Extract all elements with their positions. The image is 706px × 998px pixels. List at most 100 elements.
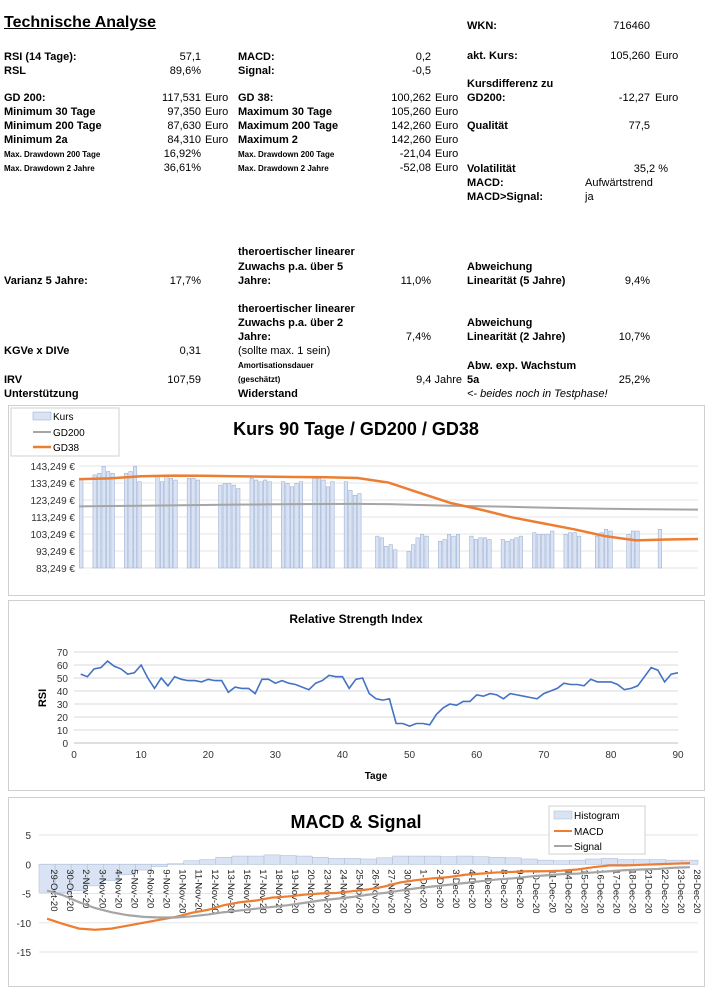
kurs-bar <box>236 488 241 569</box>
unit: Euro <box>435 162 459 174</box>
x-tick-label: 15-Dec-20 <box>578 869 589 913</box>
amort-value: 9,4 Jahre <box>416 374 462 386</box>
unit: Euro <box>435 134 459 146</box>
kurs-bar <box>249 478 254 569</box>
rsi-chart-svg: 0 10 20 30 40 50 60 70 0 10 20 30 40 50 60 70 80 90 Relati… <box>37 612 684 782</box>
kurs-bar <box>92 474 97 569</box>
histogram-bar <box>151 864 168 867</box>
x-tick-label: 7-Dec-20 <box>482 869 493 908</box>
kurs-bar <box>267 481 272 569</box>
kurs-bar <box>159 481 164 569</box>
kurs-bar <box>388 544 393 569</box>
kurs-bar <box>299 481 304 569</box>
macd-label: MACD: <box>238 51 275 63</box>
irv-label: IRV <box>4 374 23 386</box>
x-tick-label: 90 <box>672 750 684 761</box>
kurs-bar <box>487 539 492 569</box>
unterstuetzung-label: Unterstützung <box>4 388 79 400</box>
x-tick-label: 10-Dec-20 <box>530 869 541 913</box>
kurs-chart: 83,249 € 93,249 € 103,249 € 113,249 € 123,24… <box>8 405 705 596</box>
x-tick-label: 0 <box>71 750 77 761</box>
unit: Euro <box>205 92 229 104</box>
abw2-label: Linearität (2 Jahre) <box>467 331 566 343</box>
histogram-bar <box>488 856 506 865</box>
legend-swatch-histogram <box>553 810 573 820</box>
y-tick-label: 10 <box>57 726 69 737</box>
x-tick-label: 20-Nov-20 <box>305 869 316 913</box>
histogram-bar <box>311 856 329 865</box>
x-tick-label: 11-Nov-20 <box>193 869 204 913</box>
kurs-bar <box>604 529 609 569</box>
y-tick-label: 20 <box>57 713 69 724</box>
min2a-label: Minimum 2a <box>4 134 68 146</box>
kgve-label: KGVe x DIVe <box>4 345 70 357</box>
max2-label: Maximum 2 <box>238 134 298 146</box>
histogram-bar <box>231 855 249 865</box>
x-tick-label: 2-Nov-20 <box>80 869 91 908</box>
kurs-bar <box>222 483 227 569</box>
histogram-bar <box>199 859 217 865</box>
kurs-bar <box>635 530 640 569</box>
kurs-bar <box>509 539 514 569</box>
x-tick-label: 23-Dec-20 <box>675 869 686 913</box>
histogram-bar <box>520 858 538 865</box>
kurs-bar <box>379 537 384 569</box>
kurs-bar <box>577 535 582 569</box>
kurs-bar <box>97 472 102 569</box>
kurs-value: 105,260 <box>610 50 650 62</box>
kurs-bar <box>572 532 577 569</box>
x-tick-label: 22-Dec-20 <box>659 869 670 913</box>
histogram-bar <box>263 854 281 865</box>
x-tick-label: 10 <box>136 750 148 761</box>
x-tick-label: 9-Dec-20 <box>514 869 525 908</box>
x-tick-label: 16-Nov-20 <box>241 869 252 913</box>
max30-value: 105,260 <box>391 106 431 118</box>
histogram-bar <box>456 855 474 865</box>
abw5-label: Linearität (5 Jahre) <box>467 275 566 287</box>
wkn-value: 716460 <box>613 20 650 32</box>
min2a-value: 84,310 <box>167 134 201 146</box>
kurs-bar <box>164 476 169 569</box>
gd200-label: GD 200: <box>4 92 46 104</box>
y-tick-label: -5 <box>22 890 31 901</box>
min30-label: Minimum 30 Tage <box>4 106 96 118</box>
legend-box <box>10 407 120 457</box>
kurs-bar <box>393 549 398 569</box>
kursdiff-label: GD200: <box>467 92 506 104</box>
abw2-label: Abweichung <box>467 317 533 329</box>
x-tick-label: 17-Nov-20 <box>257 869 268 913</box>
zuwachs5-label: Zuwachs p.a. über 5 <box>238 261 344 273</box>
widerstand-label: Widerstand <box>238 388 298 400</box>
kurs-bar <box>657 529 662 569</box>
y-tick-label: 143,249 € <box>31 462 76 473</box>
unit: Euro <box>655 50 679 62</box>
varianz-value: 17,7% <box>169 275 201 287</box>
dd200-value: 16,92% <box>163 148 201 160</box>
vola-label: Volatilität <box>467 163 516 175</box>
macd-value: 0,2 <box>415 51 431 63</box>
dd2-label: Max. Drawdown 2 Jahre <box>4 164 95 173</box>
kurs-bar <box>473 539 478 569</box>
kurs-bar <box>357 493 362 569</box>
abwexp-label: 5a <box>467 374 480 386</box>
histogram-bar <box>472 856 490 865</box>
x-tick-label: 26-Nov-20 <box>370 869 381 913</box>
y-tick-label: 50 <box>57 674 69 685</box>
kurs-bar <box>168 478 173 569</box>
kurs-bar <box>352 495 357 569</box>
kurs-bar <box>411 544 416 569</box>
histogram-bar <box>328 858 345 865</box>
kurs-bar <box>124 472 129 569</box>
kurs-bar <box>231 484 236 569</box>
x-tick-label: 30-Oct-20 <box>64 869 75 911</box>
gd38-line <box>78 474 699 542</box>
abw2-value: 10,7% <box>618 331 650 343</box>
gd38-label: GD 38: <box>238 92 274 104</box>
kurs-bar <box>343 481 348 569</box>
kurs-bar <box>536 534 541 569</box>
histogram-bar <box>183 860 200 865</box>
kurs-bar <box>133 466 138 569</box>
y-tick-label: 103,249 € <box>31 530 76 541</box>
x-tick-label: 8-Dec-20 <box>498 869 509 908</box>
kurs-bar <box>191 478 196 569</box>
